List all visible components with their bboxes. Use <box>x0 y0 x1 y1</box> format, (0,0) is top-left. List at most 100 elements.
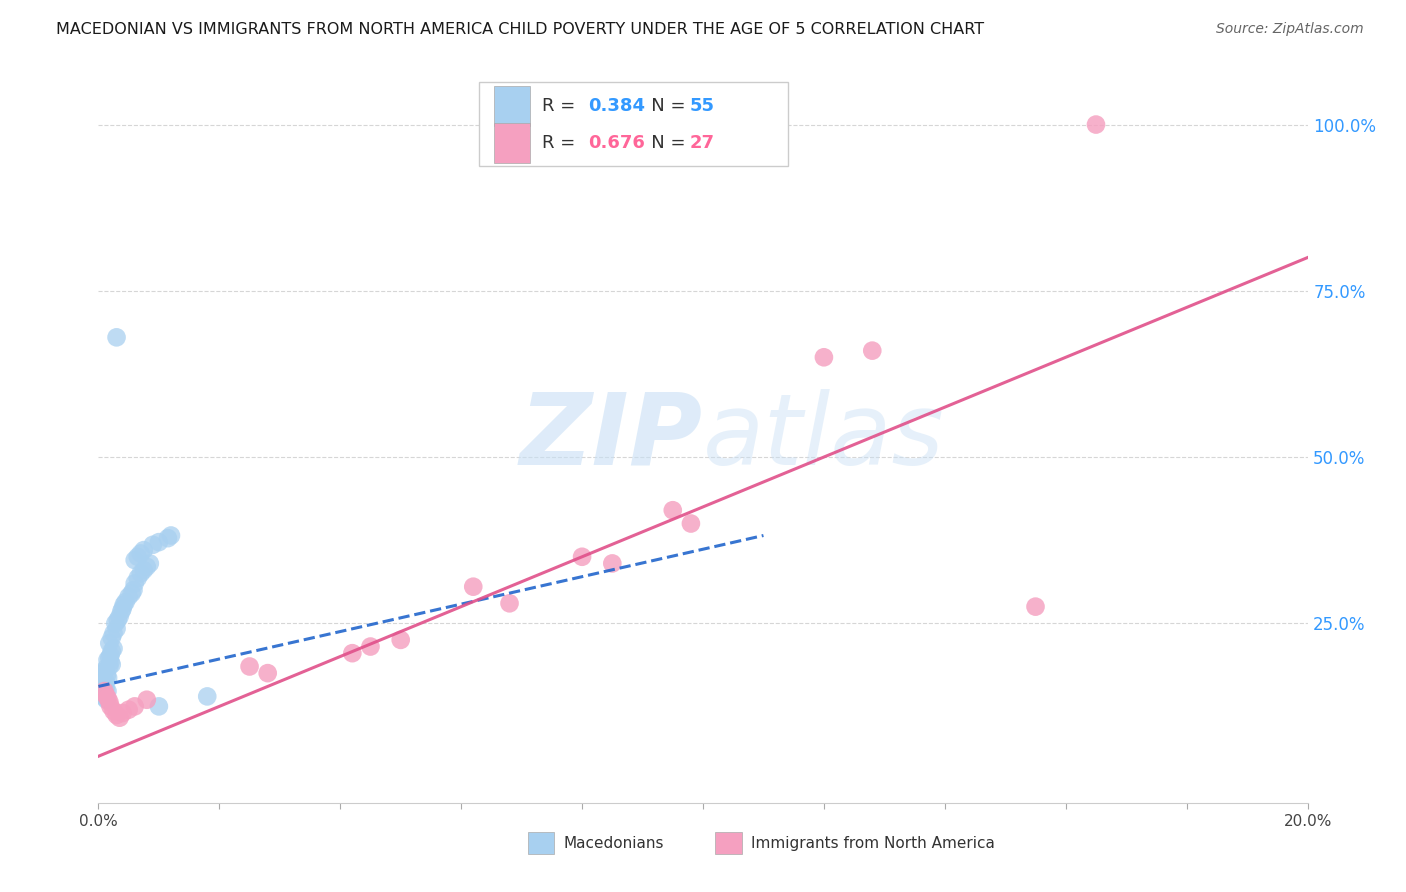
Point <box>111 601 134 615</box>
Text: N =: N = <box>634 134 692 152</box>
Point <box>100 648 122 663</box>
Point <box>94 661 117 675</box>
Text: 0.384: 0.384 <box>588 97 645 115</box>
Point <box>124 553 146 567</box>
Point <box>93 688 115 702</box>
Text: ZIP: ZIP <box>520 389 703 485</box>
Point <box>103 641 125 656</box>
Point <box>98 636 121 650</box>
Point <box>103 704 125 718</box>
FancyBboxPatch shape <box>716 832 742 854</box>
Point <box>813 351 835 365</box>
Point <box>342 646 364 660</box>
Point <box>100 655 122 669</box>
Point <box>111 706 134 720</box>
Point <box>114 595 136 609</box>
Point <box>98 695 121 709</box>
Point <box>1085 118 1108 132</box>
Point <box>127 549 149 564</box>
Point <box>135 559 157 574</box>
Point <box>498 596 520 610</box>
Point <box>110 604 132 618</box>
Text: Macedonians: Macedonians <box>564 836 665 851</box>
Point <box>93 664 115 678</box>
FancyBboxPatch shape <box>494 123 530 163</box>
Point <box>127 571 149 585</box>
Point <box>389 632 412 647</box>
Point <box>97 671 120 685</box>
Point <box>96 653 118 667</box>
Point <box>463 580 485 594</box>
Point <box>94 688 117 702</box>
Point <box>91 673 114 687</box>
Point <box>100 631 122 645</box>
Point <box>103 626 125 640</box>
Point <box>139 557 162 571</box>
Point <box>100 657 122 672</box>
Point <box>108 609 131 624</box>
Point <box>239 659 262 673</box>
Text: Immigrants from North America: Immigrants from North America <box>751 836 995 851</box>
Text: R =: R = <box>543 97 581 115</box>
Point <box>96 668 118 682</box>
Point <box>112 598 135 612</box>
Point <box>94 681 117 696</box>
Text: N =: N = <box>634 97 692 115</box>
Point <box>148 535 170 549</box>
Point <box>124 699 146 714</box>
Point <box>142 538 165 552</box>
Point <box>160 528 183 542</box>
Point <box>148 699 170 714</box>
Point <box>571 549 593 564</box>
Point <box>93 676 115 690</box>
Point <box>129 546 152 560</box>
FancyBboxPatch shape <box>479 82 787 167</box>
Point <box>98 650 121 665</box>
Text: 0.676: 0.676 <box>588 134 645 152</box>
Text: 55: 55 <box>690 97 714 115</box>
Point <box>104 616 127 631</box>
Point <box>360 640 382 654</box>
Point <box>105 708 128 723</box>
Text: atlas: atlas <box>703 389 945 485</box>
Text: MACEDONIAN VS IMMIGRANTS FROM NORTH AMERICA CHILD POVERTY UNDER THE AGE OF 5 COR: MACEDONIAN VS IMMIGRANTS FROM NORTH AMER… <box>56 22 984 37</box>
Point <box>122 582 145 597</box>
Point <box>118 703 141 717</box>
Text: R =: R = <box>543 134 581 152</box>
Point <box>602 557 624 571</box>
Point <box>94 674 117 689</box>
Point <box>156 531 179 545</box>
Point <box>860 343 883 358</box>
Text: Source: ZipAtlas.com: Source: ZipAtlas.com <box>1216 22 1364 37</box>
Point <box>96 690 118 705</box>
Point <box>91 666 114 681</box>
Point <box>121 586 143 600</box>
Point <box>105 622 128 636</box>
Point <box>107 613 129 627</box>
Point <box>1024 599 1046 614</box>
Point <box>135 692 157 706</box>
Point <box>132 543 155 558</box>
Point <box>100 644 122 658</box>
Point <box>679 516 702 531</box>
Text: 27: 27 <box>690 134 714 152</box>
Point <box>98 659 121 673</box>
Point <box>124 576 146 591</box>
Point <box>256 666 278 681</box>
Point <box>118 590 141 604</box>
Point <box>91 669 114 683</box>
Point <box>93 677 115 691</box>
Point <box>91 680 114 694</box>
Point <box>96 684 118 698</box>
FancyBboxPatch shape <box>494 86 530 126</box>
FancyBboxPatch shape <box>527 832 554 854</box>
Point <box>661 503 683 517</box>
Point <box>93 684 115 698</box>
Point <box>195 690 218 704</box>
Point <box>94 690 117 705</box>
Point <box>96 692 118 706</box>
Point <box>108 711 131 725</box>
Point <box>105 330 128 344</box>
Point <box>100 699 122 714</box>
Point <box>132 563 155 577</box>
